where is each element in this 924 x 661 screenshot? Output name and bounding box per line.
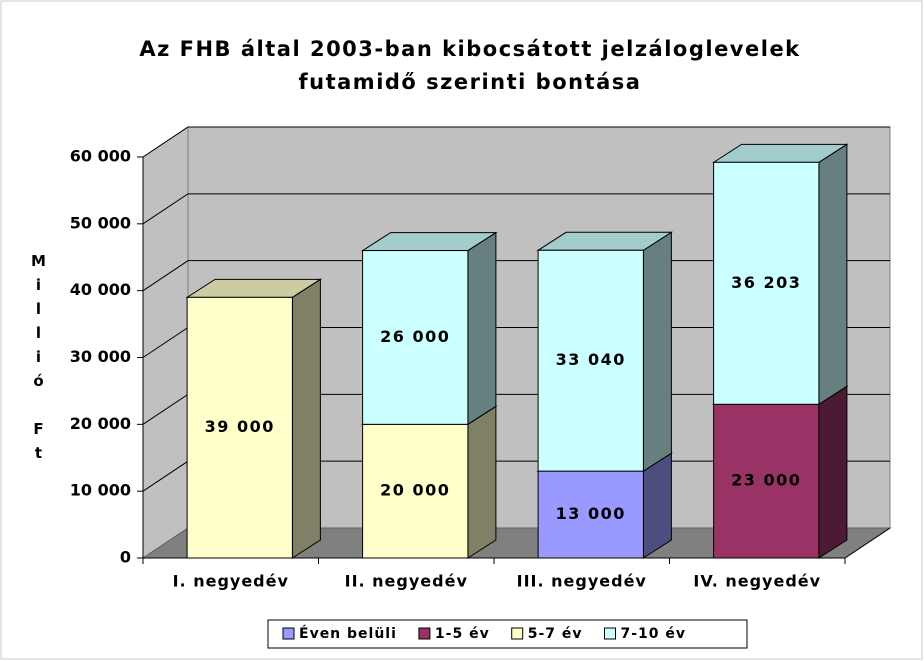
data-label: 23 000	[731, 471, 801, 490]
y-tick-label: 30 000	[70, 347, 131, 366]
bar-side	[291, 278, 321, 559]
bar	[713, 161, 820, 405]
legend-swatch	[418, 627, 431, 640]
bar-side	[467, 231, 497, 426]
legend-label: 7-10 év	[621, 626, 687, 642]
x-tick-label: III. negyedév	[517, 572, 647, 591]
x-tick-label: I. negyedév	[173, 572, 289, 591]
x-tick-label: II. negyedév	[345, 572, 468, 591]
data-label: 36 203	[731, 273, 801, 292]
data-label: 20 000	[380, 481, 450, 500]
legend-swatch	[282, 627, 295, 640]
bar-side	[467, 405, 497, 559]
y-tick-label: 50 000	[70, 213, 131, 232]
y-tick-label: 40 000	[70, 280, 131, 299]
data-label: 33 040	[556, 350, 626, 369]
bar	[362, 423, 469, 559]
y-tick-label: 10 000	[70, 481, 131, 500]
bar-side	[818, 143, 848, 406]
data-label: 13 000	[556, 504, 626, 523]
legend-label: 1-5 év	[435, 626, 490, 642]
data-label: 26 000	[380, 327, 450, 346]
grid-line	[142, 193, 890, 225]
data-label: 39 000	[205, 417, 275, 436]
chart-subtitle: futamidő szerinti bontása	[299, 70, 642, 94]
y-tick-label: 60 000	[70, 147, 131, 166]
x-tick-label: IV. negyedév	[693, 572, 821, 591]
bar	[713, 403, 820, 559]
bar	[537, 249, 644, 472]
y-axis-label: Millió Ft	[30, 252, 48, 468]
bar-side	[642, 231, 672, 473]
legend-label: Éven belüli	[299, 625, 397, 642]
y-tick-label: 20 000	[70, 414, 131, 433]
y-tick-label: 0	[120, 548, 131, 567]
legend-swatch	[604, 627, 616, 640]
bar	[186, 296, 293, 559]
grid-line	[142, 126, 890, 158]
bar-side	[818, 385, 848, 559]
chart-title: Az FHB által 2003-ban kibocsátott jelzál…	[139, 37, 800, 61]
floor-edge	[844, 527, 891, 559]
legend-label: 5-7 év	[528, 626, 583, 642]
legend-swatch	[511, 627, 524, 640]
legend-box	[267, 619, 748, 649]
bar	[362, 250, 469, 425]
